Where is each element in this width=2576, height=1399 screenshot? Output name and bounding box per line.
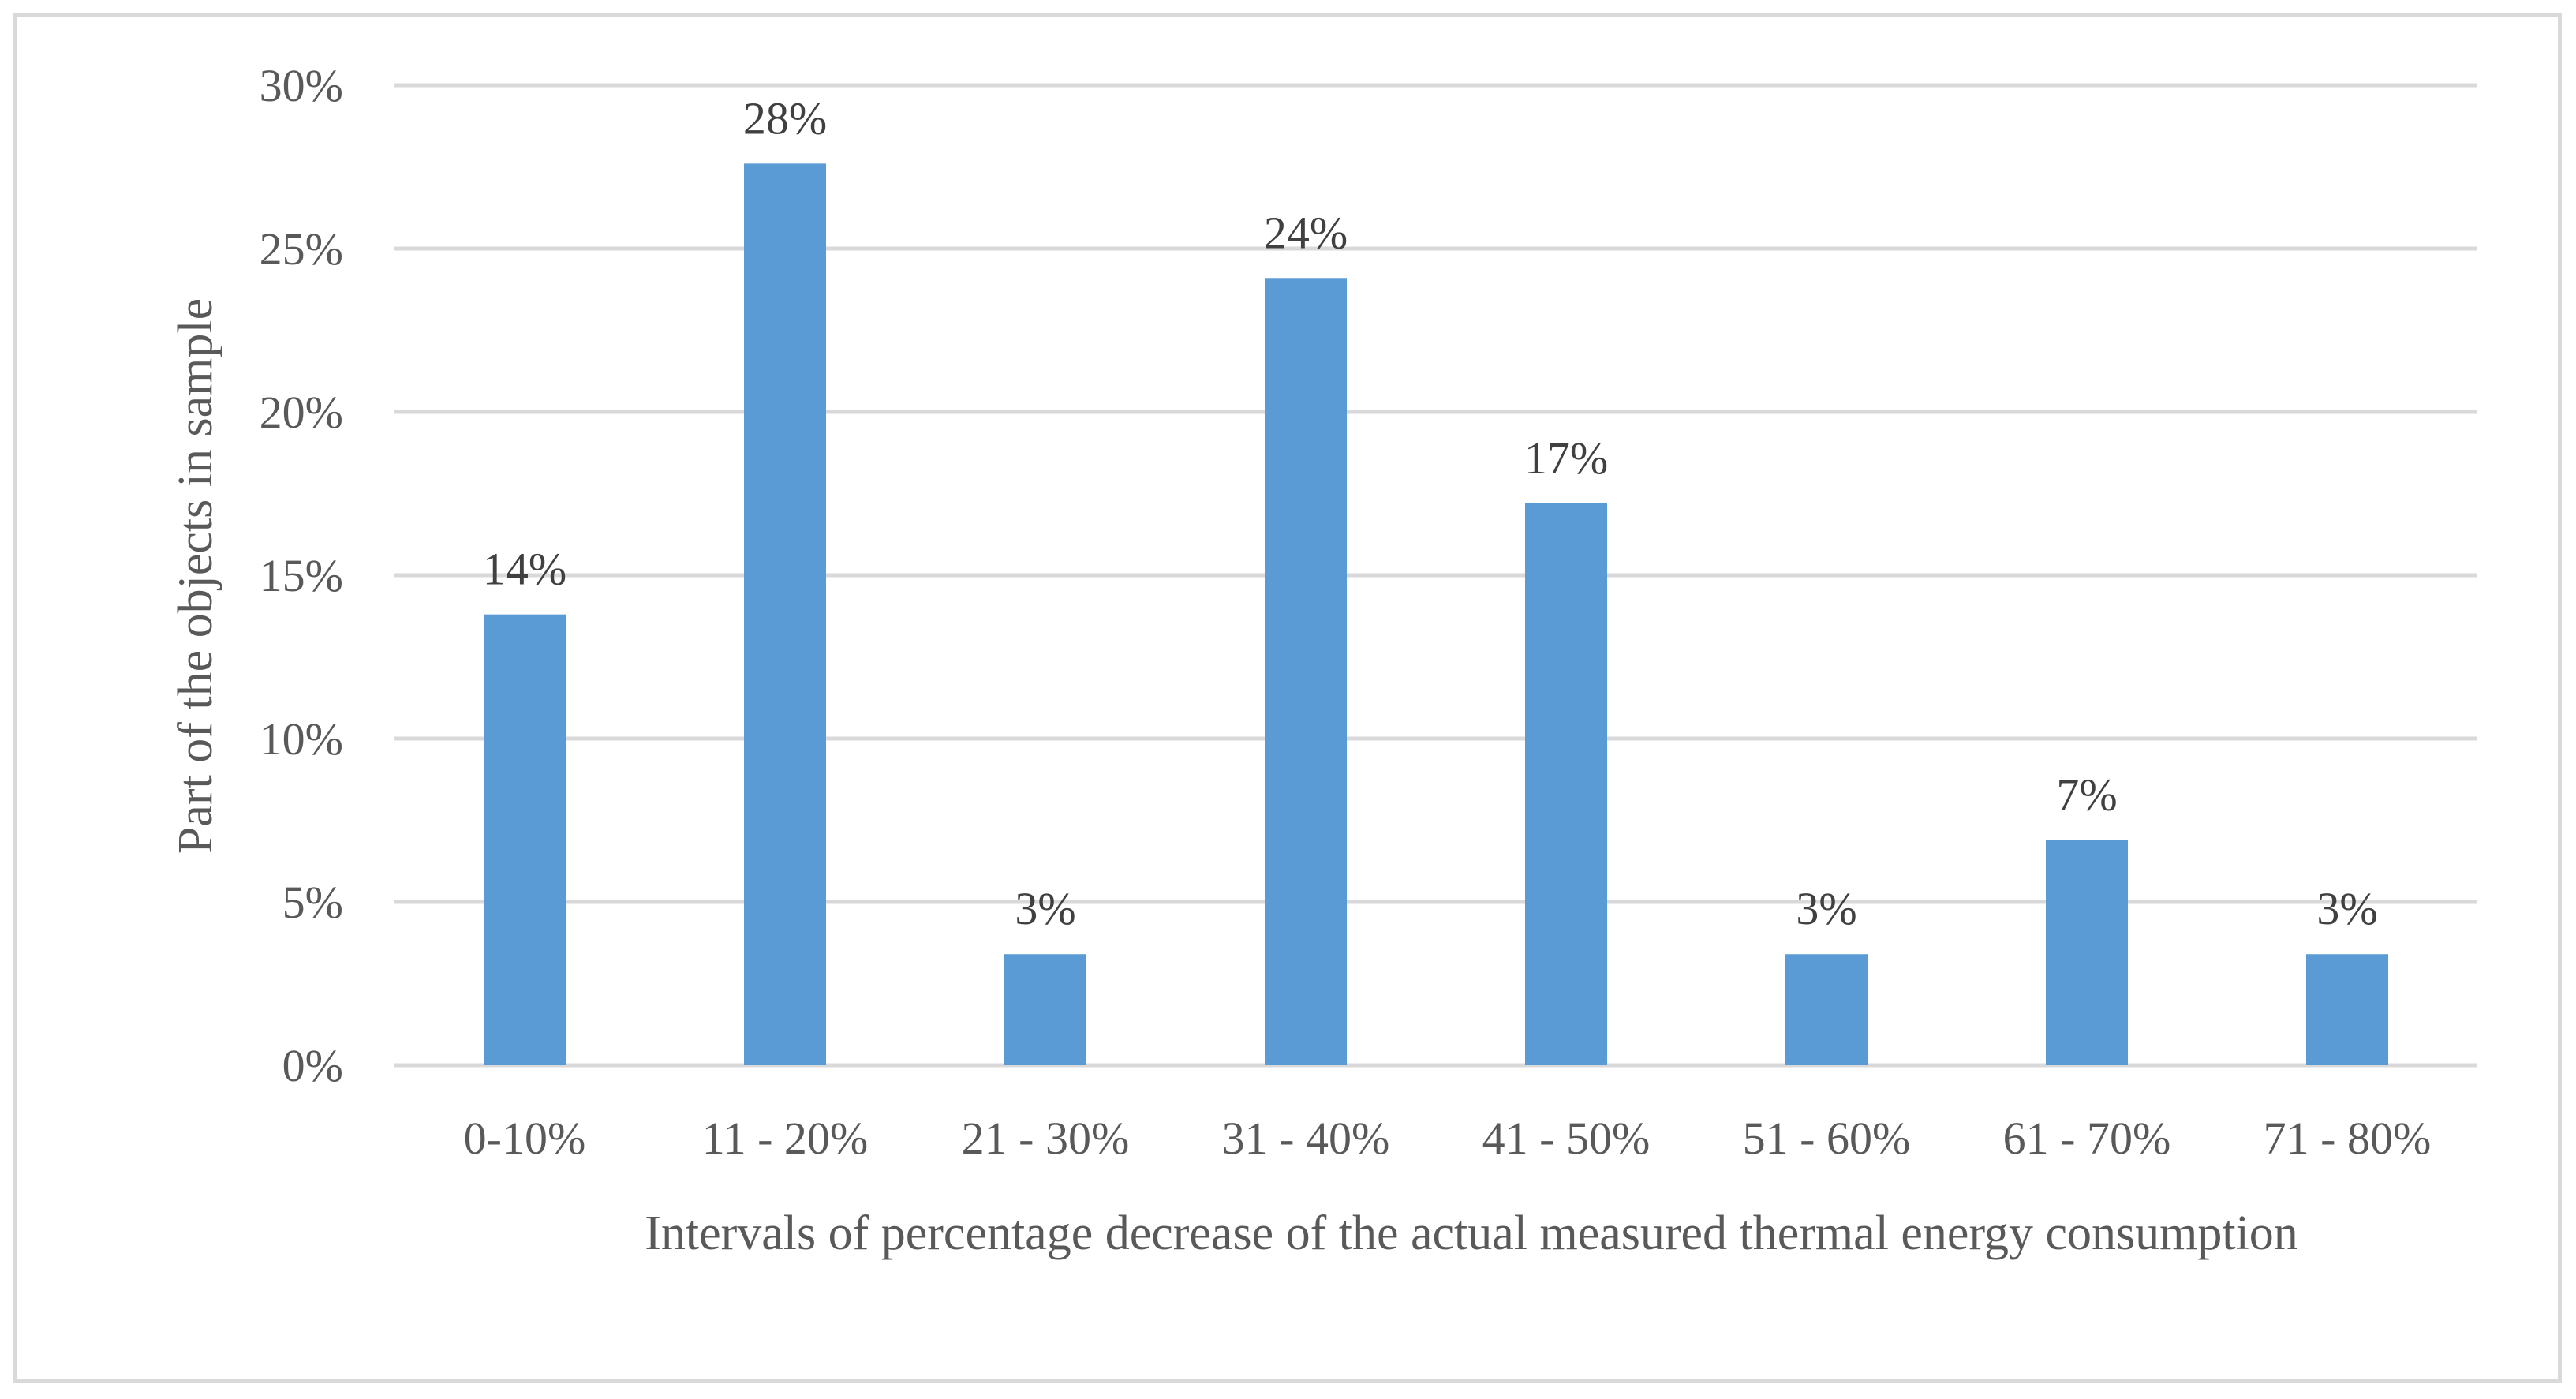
x-tick-label: 61 - 70% [2003,1113,2171,1164]
bar [2046,840,2128,1065]
bar [744,163,826,1066]
x-axis-title: Intervals of percentage decrease of the … [645,1206,2298,1260]
y-axis-title: Part of the objects in sample [169,298,222,854]
y-tick-label: 0% [282,1040,343,1091]
y-tick-label: 30% [260,60,343,111]
x-tick-label: 31 - 40% [1222,1113,1390,1164]
x-tick-label: 0-10% [464,1113,586,1164]
data-label: 3% [1015,883,1075,934]
bar [2306,954,2388,1065]
bar [484,614,566,1065]
gridlines [394,83,2477,1068]
data-label: 17% [1524,432,1608,484]
x-tick-label: 41 - 50% [1482,1113,1651,1164]
y-tick-label: 20% [260,387,343,438]
data-label: 3% [1796,883,1856,934]
x-tick-label: 71 - 80% [2264,1113,2432,1164]
y-tick-label: 15% [260,550,343,601]
bar [1265,278,1347,1065]
y-axis-ticks: 0% 5% 10% 15% 20% 25% 30% [260,60,343,1091]
data-label: 24% [1264,207,1348,258]
y-tick-label: 5% [282,877,343,928]
data-label: 14% [483,544,566,595]
bar [1525,503,1607,1065]
bars [484,163,2388,1066]
bar [1785,954,1868,1065]
data-label: 3% [2316,883,2377,934]
bar [1004,954,1086,1065]
y-tick-label: 25% [260,223,343,275]
data-label: 28% [743,92,827,144]
y-tick-label: 10% [260,713,343,765]
x-tick-label: 51 - 60% [1743,1113,1911,1164]
x-tick-label: 11 - 20% [702,1113,868,1164]
x-tick-label: 21 - 30% [962,1113,1130,1164]
x-axis-ticks: 0-10% 11 - 20% 21 - 30% 31 - 40% 41 - 50% 51 … [464,1113,2432,1164]
data-label: 7% [2056,769,2117,820]
data-labels: 14% 28% 3% 24% 17% 3% 7% 3% [483,92,2378,934]
